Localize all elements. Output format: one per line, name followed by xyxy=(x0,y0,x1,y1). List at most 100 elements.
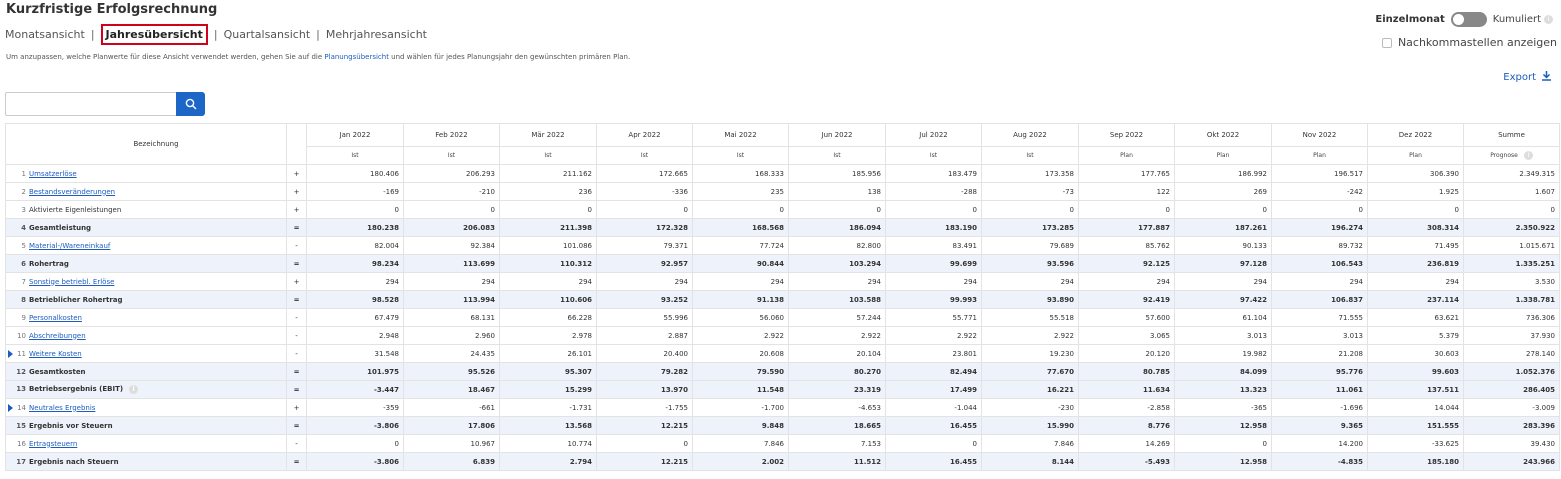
value-cell: 3.013 xyxy=(1271,326,1368,345)
value-cell: 1.015.671 xyxy=(1463,236,1560,255)
view-monatsansicht[interactable]: Monatsansicht xyxy=(5,28,85,41)
value-cell: 9.365 xyxy=(1271,416,1368,435)
value-cell: 0 xyxy=(596,434,693,453)
value-cell: 12.215 xyxy=(596,416,693,435)
row-index: 8 xyxy=(21,295,26,304)
value-cell: 13.970 xyxy=(596,380,693,399)
row-name-cell: 17 Ergebnis nach Steuern xyxy=(5,452,287,471)
mode-toggle-switch[interactable] xyxy=(1450,12,1487,27)
value-cell: 110.312 xyxy=(499,254,597,273)
row-operator: = xyxy=(286,290,307,309)
value-cell: 90.844 xyxy=(692,254,789,273)
value-cell: 1.607 xyxy=(1463,182,1560,201)
value-cell: 79.282 xyxy=(596,362,693,381)
value-cell: 2.948 xyxy=(306,326,404,345)
row-name-link[interactable]: Ertragsteuern xyxy=(29,439,78,448)
value-cell: 1.925 xyxy=(1367,182,1464,201)
row-operator: - xyxy=(286,326,307,345)
search-bar xyxy=(5,92,205,116)
table-row: 2 Bestandsveränderungen + -169 -210 236 -336 23… xyxy=(5,182,1560,201)
toggle-label-einzelmonat: Einzelmonat xyxy=(1375,14,1445,25)
value-cell: 97.422 xyxy=(1174,290,1272,309)
row-name-link[interactable]: Weitere Kosten xyxy=(29,349,82,358)
toggle-label-kumuliert: Kumuliert xyxy=(1492,14,1541,25)
planungsuebersicht-link[interactable]: Planungsübersicht xyxy=(324,53,389,61)
value-cell: 92.384 xyxy=(403,236,500,255)
column-type-label: Ist xyxy=(640,152,649,159)
export-button[interactable]: Export xyxy=(1503,70,1552,84)
view-mehrjahresansicht[interactable]: Mehrjahresansicht xyxy=(325,28,427,41)
column-subheader-type: Plan xyxy=(1078,146,1175,165)
value-cell: 97.128 xyxy=(1174,254,1272,273)
value-cell: 92.419 xyxy=(1078,290,1175,309)
value-cell: 3.530 xyxy=(1463,272,1560,291)
value-cell: 177.887 xyxy=(1078,218,1175,237)
row-name-link[interactable]: Umsatzerlöse xyxy=(29,169,77,178)
value-cell: 110.606 xyxy=(499,290,597,309)
row-name-link[interactable]: Bestandsveränderungen xyxy=(29,187,116,196)
row-name-link[interactable]: Sonstige betriebl. Erlöse xyxy=(29,277,115,286)
value-cell: 283.396 xyxy=(1463,416,1560,435)
row-name-cell: 6 Rohertrag xyxy=(5,254,287,273)
value-cell: 2.922 xyxy=(692,326,789,345)
search-input[interactable] xyxy=(5,92,176,116)
export-label: Export xyxy=(1503,71,1536,83)
row-name: Gesamtkosten xyxy=(29,367,86,376)
column-header-month: Dez 2022 xyxy=(1367,123,1464,147)
decimals-checkbox[interactable] xyxy=(1381,37,1392,48)
column-subheader-type: Ist xyxy=(403,146,500,165)
value-cell: 19.982 xyxy=(1174,344,1272,363)
value-cell: 55.518 xyxy=(981,308,1079,327)
value-cell: 93.890 xyxy=(981,290,1079,309)
column-header-month: Nov 2022 xyxy=(1271,123,1368,147)
row-name-link[interactable]: Material-/Wareneinkauf xyxy=(29,241,111,250)
value-cell: 172.665 xyxy=(596,164,693,183)
value-cell: 56.060 xyxy=(692,308,789,327)
column-type-label: Ist xyxy=(833,152,841,159)
value-cell: 95.776 xyxy=(1271,362,1368,381)
value-cell: -169 xyxy=(306,182,404,201)
column-subheader-type: Ist xyxy=(788,146,886,165)
info-icon[interactable]: i xyxy=(1544,15,1553,24)
table-row: 10 Abschreibungen -2.948 2.960 2.978 2.887 2.9… xyxy=(5,326,1560,345)
value-cell: 79.590 xyxy=(692,362,789,381)
table-row: 5 Material-/Wareneinkauf -82.004 92.384 101.… xyxy=(5,236,1560,255)
row-name-link[interactable]: Abschreibungen xyxy=(29,331,86,340)
divider: | xyxy=(316,28,320,41)
value-cell: 113.699 xyxy=(403,254,500,273)
row-index: 4 xyxy=(21,223,26,232)
row-name-link[interactable]: Neutrales Ergebnis xyxy=(29,403,96,412)
value-cell: 294 xyxy=(1078,272,1175,291)
value-cell: 236 xyxy=(499,182,597,201)
value-cell: 55.996 xyxy=(596,308,693,327)
row-name-link[interactable]: Personalkosten xyxy=(29,313,82,322)
row-operator: + xyxy=(286,398,307,417)
value-cell: 106.837 xyxy=(1271,290,1368,309)
column-header-name: Bezeichnung xyxy=(5,123,287,165)
value-cell: 0 xyxy=(1463,200,1560,219)
search-button[interactable] xyxy=(176,92,205,116)
column-type-label: Plan xyxy=(1120,152,1133,159)
value-cell: 18.665 xyxy=(788,416,886,435)
value-cell: 211.162 xyxy=(499,164,597,183)
row-name-cell: 13 Betriebsergebnis (EBIT) i xyxy=(5,380,287,399)
value-cell: 95.307 xyxy=(499,362,597,381)
row-name-cell: 15 Ergebnis vor Steuern xyxy=(5,416,287,435)
value-cell: -661 xyxy=(403,398,500,417)
value-cell: 3.065 xyxy=(1078,326,1175,345)
view-quartalsansicht[interactable]: Quartalsansicht xyxy=(223,28,311,41)
value-cell: 11.634 xyxy=(1078,380,1175,399)
row-index: 5 xyxy=(21,241,26,250)
value-cell: 2.887 xyxy=(596,326,693,345)
view-jahresuebersicht[interactable]: Jahresübersicht xyxy=(100,24,208,45)
value-cell: -4.835 xyxy=(1271,452,1368,471)
info-icon[interactable]: i xyxy=(1523,151,1533,160)
value-cell: 1.335.251 xyxy=(1463,254,1560,273)
expand-triangle-icon[interactable] xyxy=(8,404,13,412)
value-cell: 0 xyxy=(1271,200,1368,219)
expand-triangle-icon[interactable] xyxy=(8,350,13,358)
info-icon[interactable]: i xyxy=(129,385,139,394)
value-cell: 2.978 xyxy=(499,326,597,345)
row-name: Betrieblicher Rohertrag xyxy=(29,295,123,304)
value-cell: 92.125 xyxy=(1078,254,1175,273)
